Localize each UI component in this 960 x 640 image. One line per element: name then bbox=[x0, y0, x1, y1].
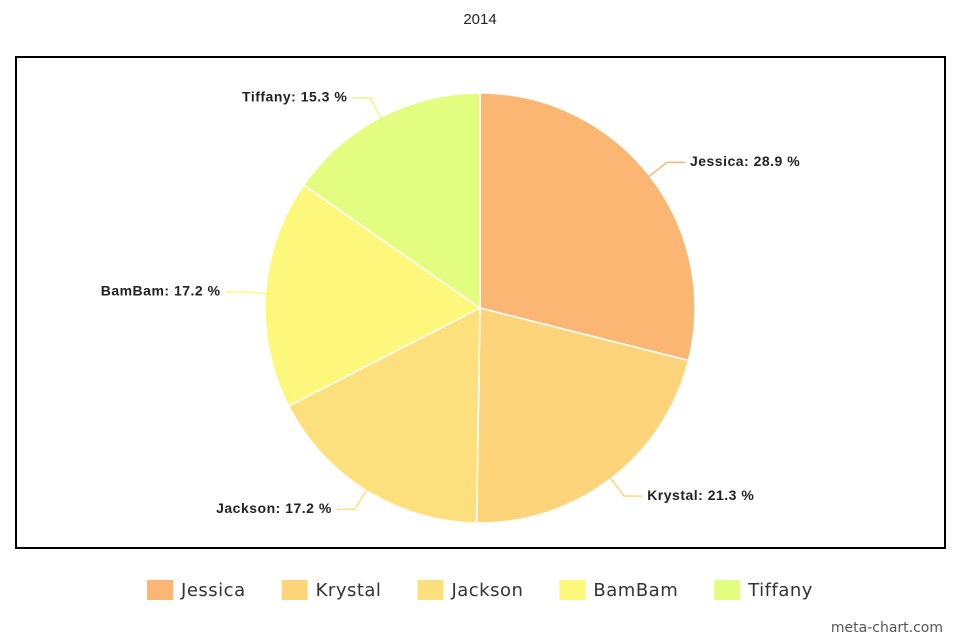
legend-label: Jackson bbox=[450, 580, 523, 601]
legend-label: BamBam bbox=[593, 580, 678, 601]
data-label: Krystal: 21.3 % bbox=[647, 487, 754, 503]
legend-swatch bbox=[147, 580, 174, 600]
legend-label: Krystal bbox=[316, 580, 382, 601]
data-label: Jessica: 28.9 % bbox=[690, 153, 800, 169]
data-label: Tiffany: 15.3 % bbox=[242, 89, 347, 105]
legend-swatch bbox=[559, 580, 586, 600]
label-connector bbox=[352, 97, 384, 123]
legend-swatch bbox=[281, 580, 308, 600]
data-label: Jackson: 17.2 % bbox=[216, 500, 332, 516]
label-connector bbox=[607, 474, 643, 497]
legend-label: Jessica bbox=[180, 580, 246, 601]
legend-label: Tiffany bbox=[747, 580, 813, 601]
label-connector bbox=[336, 485, 370, 510]
label-connector bbox=[645, 161, 685, 180]
label-connector bbox=[225, 291, 271, 295]
chart-title: 2014 bbox=[463, 11, 496, 28]
plot-frame bbox=[15, 56, 946, 549]
legend-swatch bbox=[417, 580, 444, 600]
legend-swatch bbox=[714, 580, 741, 600]
credit: meta-chart.com bbox=[831, 620, 943, 636]
data-label: BamBam: 17.2 % bbox=[101, 283, 221, 299]
